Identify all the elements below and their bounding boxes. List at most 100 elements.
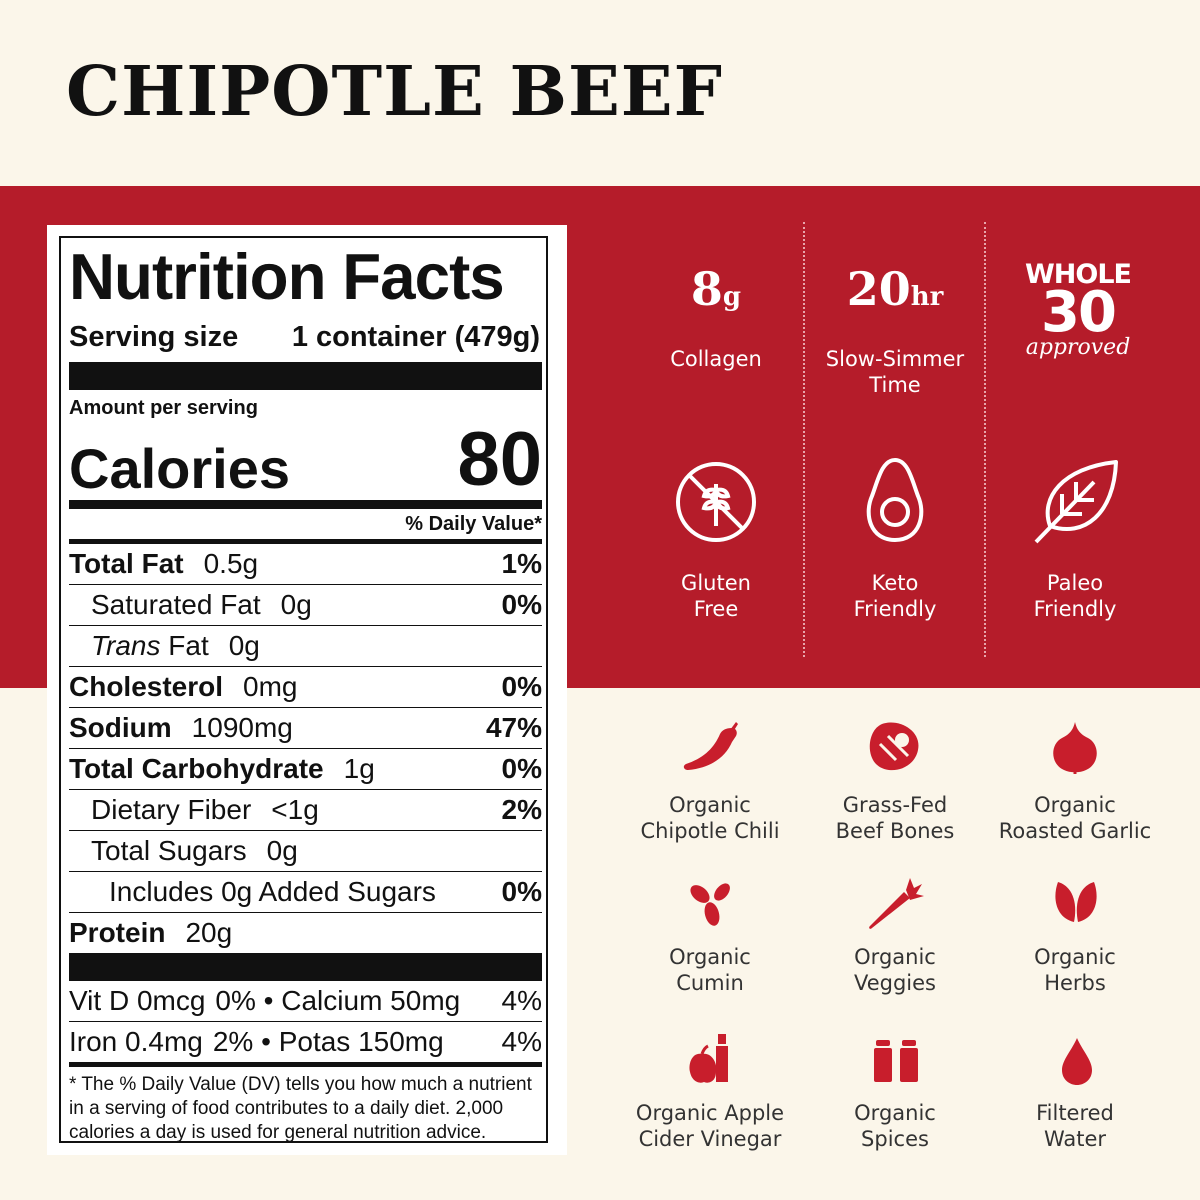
ingredient-line2: Water [1043, 1127, 1107, 1151]
nutrient-name: Protein [69, 917, 166, 948]
nutrient-row-cholesterol: Cholesterol 0mg 0% [69, 666, 542, 707]
nutrient-row-protein: Protein 20g [69, 912, 542, 953]
water-drop-icon [1060, 1036, 1094, 1091]
ingredient-garlic: Organic Roasted Garlic [985, 792, 1165, 844]
nutrient-row-saturated-fat: Saturated Fat 0g 0% [69, 584, 542, 625]
nutrient-row-added-sugars: Includes 0g Added Sugars 0% [69, 871, 542, 912]
simmer-unit: hr [910, 282, 944, 312]
gluten-free-line2: Free [693, 597, 739, 621]
nutrient-name: Sodium [69, 712, 172, 743]
avocado-icon [858, 456, 932, 551]
bullet-separator: • [263, 985, 274, 1016]
paleo-line1: Paleo [1046, 571, 1104, 595]
ingredient-line1: Grass-Fed [842, 793, 948, 817]
divider [69, 1062, 542, 1067]
nutrient-name-suffix: Fat [160, 630, 209, 661]
nutrient-amount: 0g [228, 630, 260, 661]
cumin-seeds-icon [686, 880, 736, 933]
nutrient-name: Includes 0g Added Sugars [109, 876, 436, 907]
chili-pepper-icon [682, 722, 740, 779]
vitamin-right-pct: 4% [501, 985, 542, 1016]
keto-label: Keto Friendly [806, 570, 984, 622]
whole30-number: 30 [1041, 280, 1117, 345]
ingredient-line2: Chipotle Chili [640, 819, 780, 843]
feature-divider [984, 222, 986, 657]
nutrient-name: Saturated Fat [91, 589, 261, 620]
nutrient-amount: 20g [185, 917, 233, 948]
ingredient-line1: Organic [669, 793, 751, 817]
nutrient-row-trans-fat: Trans Fat 0g [69, 625, 542, 666]
whole30-approved-logo: WHOLE 30 approved [1018, 259, 1138, 360]
steak-icon [868, 720, 922, 779]
ingredient-beef-bones: Grass-Fed Beef Bones [806, 792, 984, 844]
ingredient-line1: Organic [854, 1101, 936, 1125]
thick-divider [69, 362, 542, 390]
daily-value-header: % Daily Value* [405, 513, 542, 535]
ingredient-line2: Roasted Garlic [998, 819, 1152, 843]
collagen-unit: g [722, 282, 742, 312]
divider [69, 539, 542, 544]
nutrient-amount: 0g [280, 589, 312, 620]
ingredient-cumin: Organic Cumin [620, 944, 800, 996]
ingredient-cider-vinegar: Organic Apple Cider Vinegar [620, 1100, 800, 1152]
nutrient-dv: 1% [501, 548, 542, 579]
gluten-free-icon [674, 460, 758, 549]
medium-divider [69, 500, 542, 509]
ingredient-line2: Cider Vinegar [638, 1127, 782, 1151]
ingredient-line1: Organic [854, 945, 936, 969]
nutrition-facts-label: Nutrition Facts Serving size 1 container… [59, 236, 548, 1143]
whole30-approved-word: approved [1025, 335, 1131, 360]
nutrient-amount: 1g [343, 753, 375, 784]
serving-size-row: Serving size 1 container (479g) [69, 312, 540, 362]
herb-leaves-icon [1052, 878, 1100, 933]
nutrient-row-total-sugars: Total Sugars 0g [69, 830, 542, 871]
feature-divider [803, 222, 805, 657]
vitamin-left-pct: 2% [212, 1026, 254, 1057]
nutrient-dv: 0% [501, 753, 542, 784]
nutrient-row-sodium: Sodium 1090mg 47% [69, 707, 542, 748]
ingredient-line1: Organic Apple [635, 1101, 785, 1125]
nutrient-name: Total Carbohydrate [69, 753, 324, 784]
paleo-line2: Friendly [1033, 597, 1117, 621]
vitamin-row: Iron 0.4mg 2% • Potas 150mg 4% [69, 1022, 542, 1062]
serving-size-label: Serving size [69, 321, 239, 353]
whole30-word: WHOLE [1025, 259, 1132, 290]
simmer-stat: 20hr [806, 262, 984, 316]
vitamin-row: Vit D 0mcg 0% • Calcium 50mg 4% [69, 981, 542, 1021]
calories-value: 80 [457, 417, 542, 502]
thin-divider [69, 1021, 542, 1022]
nutrient-name: Dietary Fiber [91, 794, 252, 825]
leaf-icon [1032, 458, 1122, 551]
paleo-label: Paleo Friendly [985, 570, 1165, 622]
ingredient-line1: Filtered [1036, 1101, 1114, 1125]
simmer-label-line2: Time [869, 373, 921, 397]
nutrition-facts-heading: Nutrition Facts [69, 240, 505, 313]
ingredient-line2: Cumin [676, 971, 744, 995]
nutrient-amount: 0mg [243, 671, 298, 702]
ingredient-veggies: Organic Veggies [806, 944, 984, 996]
gluten-free-line1: Gluten [681, 571, 751, 595]
ingredient-line1: Organic [1034, 945, 1116, 969]
ingredient-line1: Organic [1034, 793, 1116, 817]
bullet-separator: • [261, 1026, 271, 1057]
calories-row: Calories 80 [69, 420, 542, 500]
ingredient-spices: Organic Spices [806, 1100, 984, 1152]
nutrient-name: Total Sugars [91, 835, 247, 866]
nutrient-dv: 47% [485, 712, 542, 743]
nutrient-name: Trans [91, 630, 161, 661]
garlic-icon [1050, 720, 1100, 781]
collagen-value: 8 [690, 262, 723, 316]
thick-divider [69, 953, 542, 981]
nutrient-row-total-fat: Total Fat 0.5g 1% [69, 544, 542, 584]
ingredient-line2: Beef Bones [835, 819, 955, 843]
nutrient-row-total-carbohydrate: Total Carbohydrate 1g 0% [69, 748, 542, 789]
gluten-free-label: Gluten Free [626, 570, 806, 622]
simmer-value: 20 [846, 262, 911, 316]
ingredient-chipotle: Organic Chipotle Chili [620, 792, 800, 844]
nutrient-name: Cholesterol [69, 671, 224, 702]
collagen-stat: 8g [626, 262, 806, 316]
vitamin-left: Iron 0.4mg [69, 1026, 203, 1057]
ingredient-line1: Organic [669, 945, 751, 969]
ingredient-line2: Herbs [1044, 971, 1106, 995]
ingredient-water: Filtered Water [985, 1100, 1165, 1152]
